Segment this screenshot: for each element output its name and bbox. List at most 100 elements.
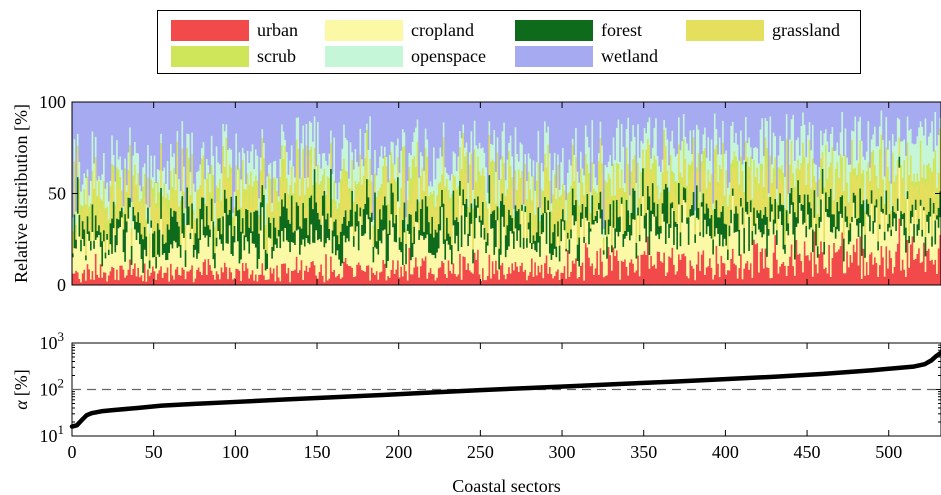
y-tick-base: 10 bbox=[40, 333, 58, 353]
bar-segment-grassland bbox=[607, 197, 610, 220]
legend-swatch-wetland bbox=[515, 46, 593, 67]
bar-segment-openspace bbox=[838, 155, 841, 179]
bar-segment-urban bbox=[348, 265, 351, 285]
bar-segment-cropland bbox=[602, 254, 605, 278]
bar-segment-cropland bbox=[423, 239, 426, 261]
bar-segment-cropland bbox=[896, 210, 899, 244]
bar-segment-scrub bbox=[372, 225, 375, 235]
bar-segment-scrub bbox=[472, 208, 475, 223]
bar-segment-forest bbox=[325, 219, 328, 244]
bar-segment-cropland bbox=[589, 231, 592, 267]
bar-segment-grassland bbox=[186, 167, 189, 188]
x-tick-label: 450 bbox=[794, 442, 821, 462]
bar-segment-grassland bbox=[483, 194, 486, 228]
bar-segment-urban bbox=[264, 279, 267, 285]
bar-segment-grassland bbox=[758, 191, 761, 214]
bar-segment-forest bbox=[896, 198, 899, 211]
bar-segment-cropland bbox=[550, 259, 553, 275]
bar-segment-grassland bbox=[663, 145, 666, 190]
bar-segment-openspace bbox=[808, 122, 811, 141]
bar-segment-scrub bbox=[900, 165, 903, 178]
bar-segment-urban bbox=[601, 261, 604, 285]
bar-segment-grassland bbox=[811, 181, 814, 230]
bar-segment-grassland bbox=[446, 190, 449, 218]
bar-segment-scrub bbox=[872, 150, 875, 165]
bar-segment-cropland bbox=[349, 226, 352, 267]
bar-segment-wetland bbox=[774, 102, 777, 137]
bar-segment-urban bbox=[455, 276, 458, 285]
bar-segment-wetland bbox=[155, 102, 158, 183]
bar-segment-forest bbox=[624, 230, 627, 239]
bar-segment-wetland bbox=[111, 102, 114, 136]
bar-segment-urban bbox=[98, 277, 101, 285]
bar-segment-scrub bbox=[219, 178, 222, 196]
bar-segment-cropland bbox=[686, 223, 689, 277]
bar-segment-openspace bbox=[160, 133, 163, 144]
bar-segment-scrub bbox=[125, 191, 128, 203]
bar-segment-forest bbox=[295, 202, 298, 231]
bar-segment-forest bbox=[196, 218, 199, 259]
bar-segment-wetland bbox=[926, 102, 929, 146]
bar-segment-forest bbox=[506, 225, 509, 250]
bar-segment-forest bbox=[901, 214, 904, 220]
bar-segment-wetland bbox=[782, 102, 785, 141]
bar-segment-openspace bbox=[114, 181, 117, 205]
bar-segment-wetland bbox=[766, 102, 769, 121]
bar-segment-scrub bbox=[495, 204, 498, 211]
bar-segment-urban bbox=[415, 257, 418, 285]
bar-segment-grassland bbox=[191, 169, 194, 204]
bar-segment-wetland bbox=[85, 102, 88, 178]
bar-segment-forest bbox=[362, 209, 365, 236]
bar-segment-cropland bbox=[906, 198, 909, 240]
bar-segment-forest bbox=[686, 217, 689, 224]
bar-segment-forest bbox=[432, 237, 436, 255]
bar-segment-forest bbox=[511, 218, 514, 234]
bar-segment-forest bbox=[547, 200, 550, 210]
bar-segment-openspace bbox=[545, 132, 548, 168]
bar-segment-urban bbox=[862, 248, 865, 285]
bar-segment-scrub bbox=[140, 198, 143, 203]
bar-segment-urban bbox=[802, 272, 805, 285]
bar-segment-wetland bbox=[127, 102, 130, 153]
bar-segment-openspace bbox=[325, 160, 328, 196]
bar-segment-scrub bbox=[686, 185, 689, 200]
bar-segment-scrub bbox=[366, 130, 369, 147]
bar-segment-wetland bbox=[558, 102, 561, 190]
bar-segment-wetland bbox=[682, 102, 685, 114]
bar-segment-scrub bbox=[253, 181, 256, 194]
bar-segment-grassland bbox=[380, 193, 383, 220]
bar-segment-wetland bbox=[214, 102, 217, 203]
bar-segment-wetland bbox=[186, 102, 189, 134]
bar-segment-scrub bbox=[498, 208, 501, 227]
bar-segment-grassland bbox=[290, 169, 293, 196]
bar-segment-grassland bbox=[583, 205, 586, 237]
bar-segment-cropland bbox=[315, 230, 318, 276]
bar-segment-grassland bbox=[219, 195, 222, 219]
bar-segment-openspace bbox=[320, 168, 323, 182]
bar-segment-openspace bbox=[712, 203, 715, 211]
bar-segment-wetland bbox=[351, 102, 354, 153]
bar-segment-scrub bbox=[496, 152, 499, 170]
bar-segment-urban bbox=[362, 270, 365, 285]
bar-segment-forest bbox=[134, 215, 137, 230]
bar-segment-wetland bbox=[256, 102, 259, 156]
bar-segment-wetland bbox=[728, 102, 731, 183]
bar-segment-urban bbox=[196, 270, 199, 285]
bar-segment-wetland bbox=[261, 102, 264, 130]
bar-segment-wetland bbox=[566, 102, 569, 173]
bar-segment-scrub bbox=[232, 217, 235, 230]
bar-segment-scrub bbox=[555, 199, 558, 209]
bar-segment-urban bbox=[870, 252, 873, 285]
bar-segment-forest bbox=[85, 255, 88, 261]
bar-segment-forest bbox=[813, 190, 816, 218]
bar-segment-grassland bbox=[197, 210, 200, 239]
bar-segment-cropland bbox=[553, 248, 556, 277]
bar-segment-grassland bbox=[914, 186, 917, 200]
bar-segment-grassland bbox=[689, 177, 692, 210]
bar-segment-urban bbox=[209, 265, 212, 285]
bar-segment-grassland bbox=[375, 204, 378, 242]
bar-segment-scrub bbox=[455, 189, 458, 193]
bar-segment-forest bbox=[637, 207, 640, 216]
bar-segment-forest bbox=[488, 175, 491, 204]
bar-segment-urban bbox=[882, 257, 885, 285]
